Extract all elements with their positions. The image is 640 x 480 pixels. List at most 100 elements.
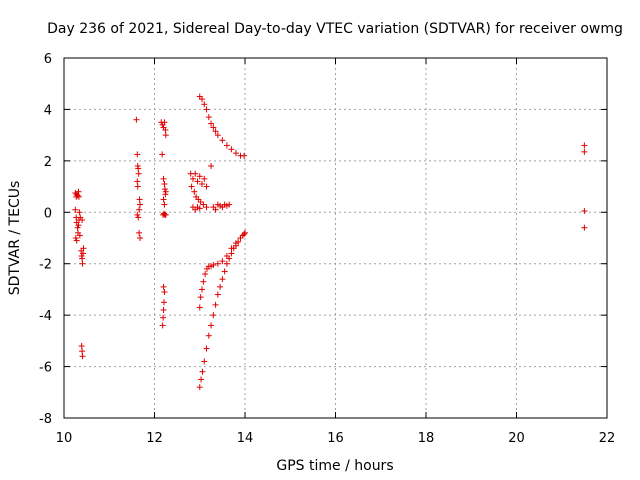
data-point [223, 142, 230, 149]
y-tick-label: 4 [44, 103, 52, 118]
data-point [161, 186, 168, 193]
data-point [133, 116, 140, 123]
data-point [160, 175, 167, 182]
data-point [201, 358, 208, 365]
data-point [210, 124, 217, 131]
data-point [75, 222, 82, 229]
data-point [72, 206, 79, 213]
data-point [242, 229, 248, 236]
data-point [161, 201, 168, 208]
x-tick-label: 14 [237, 431, 254, 446]
y-tick-label: -2 [39, 258, 52, 273]
data-point [196, 205, 203, 212]
data-point [136, 229, 143, 236]
data-point [208, 322, 215, 329]
data-point [219, 276, 226, 283]
data-point [212, 128, 219, 135]
chart-title: Day 236 of 2021, Sidereal Day-to-day VTE… [47, 21, 623, 37]
data-point [137, 201, 144, 208]
data-point [208, 120, 215, 127]
data-point [232, 150, 239, 157]
data-point [581, 224, 588, 231]
data-point [208, 163, 215, 169]
data-point [201, 175, 208, 182]
data-point [159, 151, 166, 158]
y-tick-label: 0 [44, 206, 52, 221]
data-point [203, 345, 210, 352]
y-tick-label: 2 [44, 155, 52, 170]
data-point [201, 101, 208, 108]
data-point [159, 322, 166, 329]
data-point [219, 137, 226, 144]
y-axis-label: SDTVAR / TECUs [7, 181, 23, 296]
data-point [75, 188, 82, 195]
data-point [136, 206, 143, 213]
data-point [194, 178, 201, 185]
data-point [214, 260, 221, 267]
y-tick-label: -8 [39, 412, 52, 427]
data-point [80, 250, 87, 257]
data-point [74, 224, 81, 231]
data-point [189, 175, 196, 182]
data-point [241, 231, 248, 238]
data-point [192, 170, 199, 177]
data-point [581, 142, 588, 149]
x-tick-labels: 10 12 14 16 18 20 22 [56, 431, 616, 446]
data-point [199, 181, 206, 187]
data-point [199, 286, 206, 293]
x-tick-label: 10 [56, 431, 73, 446]
data-point [210, 262, 217, 268]
data-point [212, 301, 219, 308]
data-point [196, 304, 203, 311]
data-point [75, 193, 82, 200]
data-point [72, 235, 79, 241]
data-point [235, 238, 242, 245]
data-point [161, 289, 168, 295]
data-point [205, 114, 212, 121]
data-point [198, 376, 205, 383]
data-point [210, 312, 217, 319]
data-point [134, 151, 141, 158]
data-point [203, 106, 210, 113]
data-point [162, 127, 169, 133]
data-point [79, 255, 86, 262]
data-point [228, 146, 235, 153]
x-tick-label: 16 [327, 431, 344, 446]
data-point [214, 132, 221, 139]
data-point [191, 188, 198, 195]
data-point [160, 283, 167, 290]
data-point [135, 165, 142, 172]
data-point [232, 242, 239, 249]
data-point [161, 119, 168, 126]
data-point [241, 152, 248, 159]
data-point [161, 299, 168, 306]
data-point [196, 173, 203, 180]
data-point [76, 209, 83, 216]
data-point [161, 181, 168, 187]
x-axis-label: GPS time / hours [276, 458, 393, 474]
data-point [199, 96, 206, 103]
y-tick-label: -4 [39, 309, 52, 324]
x-tick-label: 20 [508, 431, 525, 446]
data-point [226, 201, 233, 208]
data-point [200, 201, 207, 208]
data-point [223, 260, 230, 267]
data-point [203, 204, 210, 211]
data-point [134, 178, 141, 185]
grid-lines [64, 58, 607, 418]
y-tick-label: -6 [39, 361, 52, 376]
data-point [137, 235, 144, 241]
data-point [160, 196, 167, 203]
data-point [202, 271, 209, 277]
data-point [74, 192, 81, 199]
data-point [228, 250, 235, 257]
data-point [79, 348, 86, 355]
data-point [199, 368, 206, 375]
data-point [135, 170, 142, 177]
axis-ticks [63, 57, 608, 419]
data-point [162, 211, 169, 218]
y-tick-label: 6 [44, 52, 52, 67]
data-point [221, 268, 228, 275]
data-point [80, 245, 87, 252]
